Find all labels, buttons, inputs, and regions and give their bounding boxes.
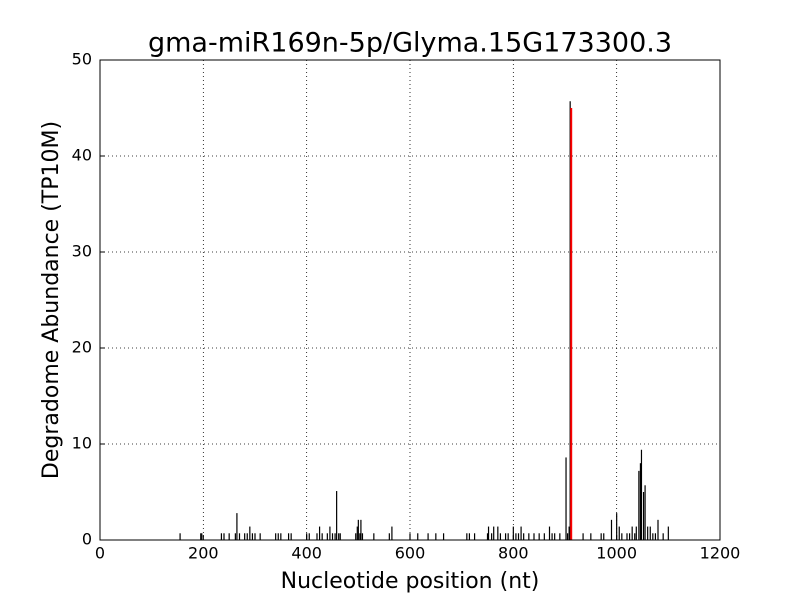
chart-title: gma-miR169n-5p/Glyma.15G173300.3	[148, 28, 672, 59]
x-tick-label: 1000	[596, 544, 637, 563]
y-tick-label: 20	[72, 338, 92, 357]
x-tick-label: 1200	[700, 544, 741, 563]
x-tick-label: 400	[291, 544, 322, 563]
y-tick-label: 40	[72, 146, 92, 165]
x-axis-label: Nucleotide position (nt)	[281, 569, 540, 594]
y-axis-label: Degradome Abundance (TP10M)	[39, 121, 64, 479]
y-tick-label: 50	[72, 50, 92, 69]
x-tick-label: 600	[395, 544, 426, 563]
x-tick-label: 200	[188, 544, 219, 563]
y-tick-label: 0	[82, 530, 92, 549]
marks	[179, 101, 669, 540]
y-tick-label: 10	[72, 434, 92, 453]
y-tick-label: 30	[72, 242, 92, 261]
x-tick-label: 0	[95, 544, 105, 563]
x-tick-label: 800	[498, 544, 529, 563]
